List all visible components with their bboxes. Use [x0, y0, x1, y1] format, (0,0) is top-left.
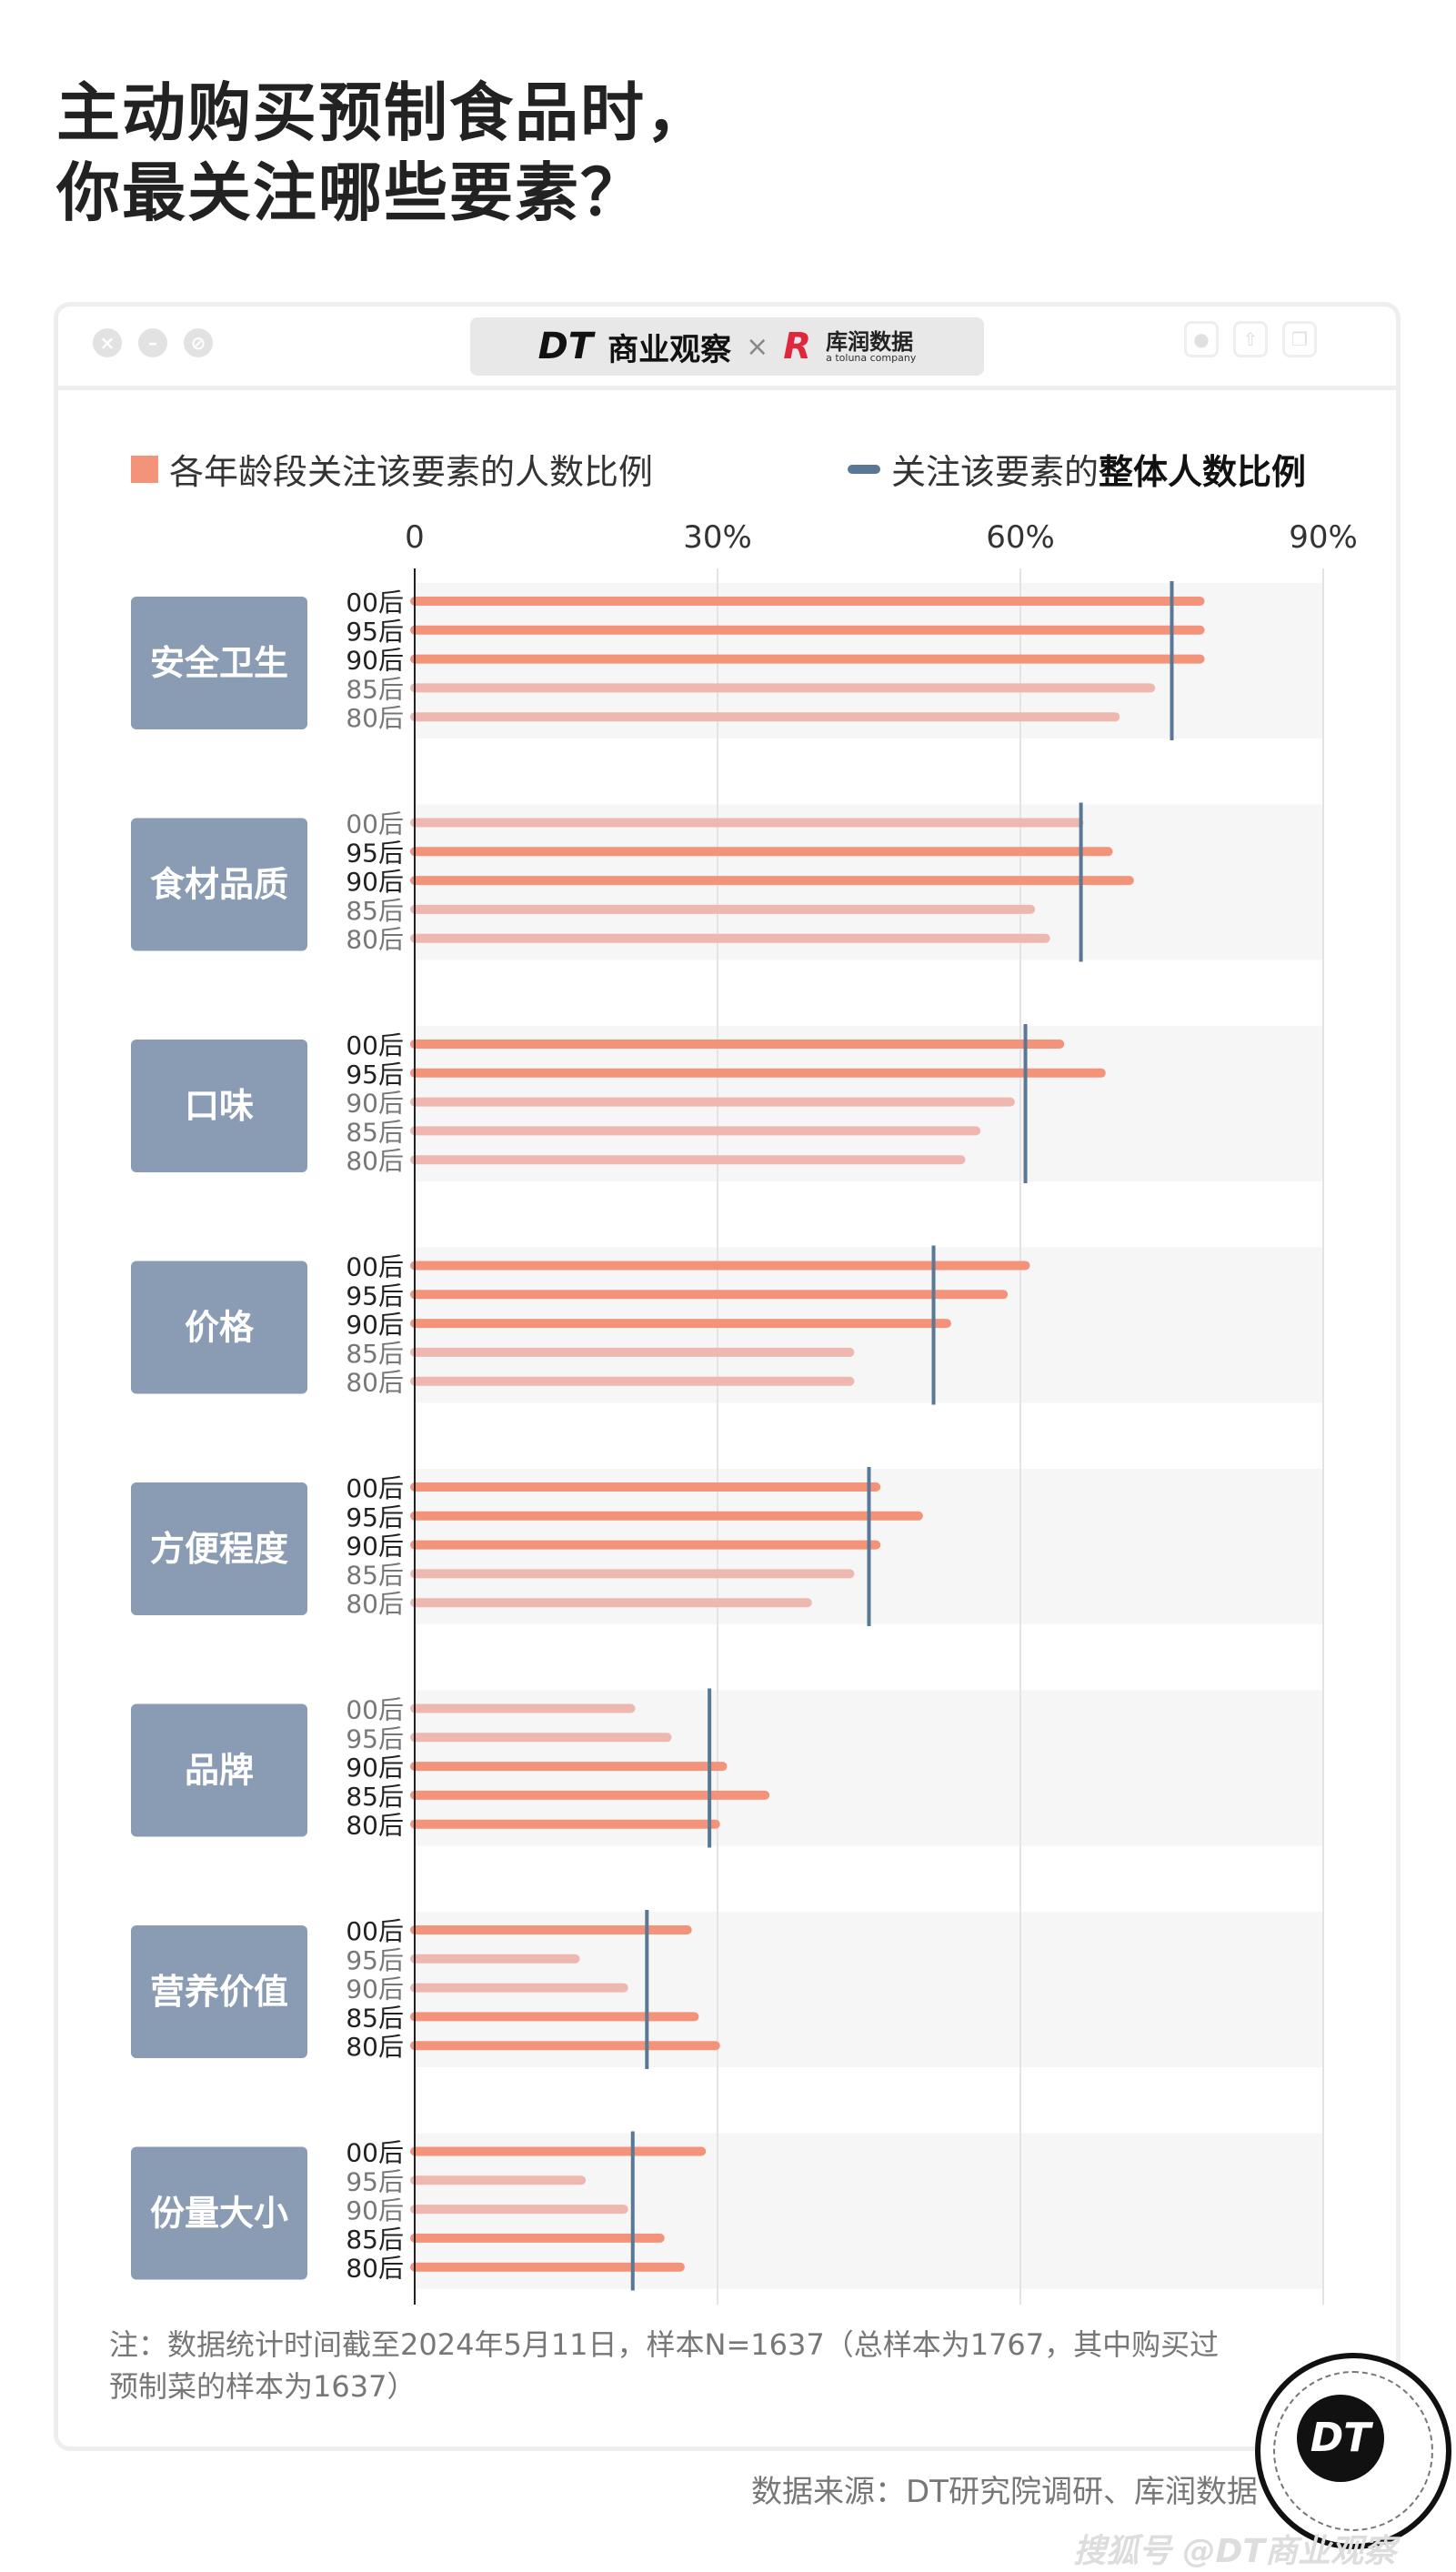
minimize-icon: –: [138, 328, 167, 357]
legend-bars-label: 各年龄段关注该要素的人数比例: [169, 452, 654, 492]
age-label: 95后: [346, 617, 404, 647]
age-label: 90后: [346, 1753, 404, 1783]
watermark: 搜狐号 @DT商业观察: [1073, 2533, 1396, 2570]
x-tick-label: 60%: [986, 519, 1055, 556]
stamp-logo: DT: [1297, 2395, 1384, 2482]
category-box: [131, 1040, 307, 1172]
age-label: 95后: [346, 1945, 404, 1975]
category-label: 份量大小: [150, 2194, 288, 2234]
category-label: 食材品质: [150, 865, 288, 905]
age-label: 90后: [346, 1974, 404, 2004]
copy-icon: ❐: [1282, 321, 1317, 357]
age-label: 85后: [346, 1117, 404, 1147]
category-box: [131, 597, 307, 729]
close-icon: ×: [93, 328, 122, 357]
block-icon: ⊘: [184, 328, 213, 357]
partner-logo: R: [783, 326, 812, 367]
age-label: 85后: [346, 1782, 404, 1812]
age-label: 00后: [346, 2138, 404, 2168]
category-box: [131, 1925, 307, 2058]
category-label: 方便程度: [150, 1529, 288, 1569]
category-label: 口味: [185, 1086, 254, 1126]
times-icon: ×: [746, 330, 769, 363]
age-label: 90后: [346, 1532, 404, 1562]
category-label: 营养价值: [150, 1972, 288, 2012]
x-tick-label: 0: [405, 519, 425, 556]
dt-name: 商业观察: [608, 331, 732, 368]
category-label: 品牌: [185, 1751, 254, 1791]
age-label: 00后: [346, 809, 404, 839]
age-label: 90后: [346, 2195, 404, 2225]
legend-bar-swatch: [131, 455, 158, 483]
age-label: 80后: [346, 925, 404, 955]
age-label: 00后: [346, 1252, 404, 1282]
title-line-1: 主动购买预制食品时，: [56, 75, 711, 150]
legend-line-prefix: 关注该要素的: [891, 452, 1100, 492]
dt-logo: DT: [537, 326, 594, 367]
partner-name: 库润数据: [826, 328, 914, 355]
dt-stamp: DT: [1255, 2353, 1451, 2549]
age-label: 90后: [346, 867, 404, 897]
age-label: 00后: [346, 588, 404, 618]
data-source: 数据来源：DT研究院调研、库润数据: [751, 2474, 1258, 2510]
age-label: 95后: [346, 1723, 404, 1753]
page-title: 主动购买预制食品时， 你最关注哪些要素？: [56, 73, 711, 233]
category-box: [131, 2146, 307, 2280]
age-label: 90后: [346, 1089, 404, 1119]
category-label: 安全卫生: [150, 643, 288, 683]
age-label: 85后: [346, 1339, 404, 1369]
window-bar: × – ⊘ DT 商业观察 × R 库润数据 a toluna company ●…: [58, 306, 1396, 390]
legend-line: 关注该要素的整体人数比例: [848, 444, 1306, 494]
age-label: 85后: [346, 2225, 404, 2255]
category-box: [131, 1703, 307, 1837]
age-label: 00后: [346, 1473, 404, 1503]
age-label: 80后: [346, 2032, 404, 2062]
category-box: [131, 818, 307, 951]
age-label: 80后: [346, 1589, 404, 1619]
age-label: 95后: [346, 1060, 404, 1090]
age-label: 85后: [346, 2003, 404, 2033]
age-label: 85后: [346, 896, 404, 926]
x-tick-label: 90%: [1289, 519, 1358, 556]
age-label: 00后: [346, 1916, 404, 1946]
age-label: 80后: [346, 703, 404, 733]
age-label: 80后: [346, 1368, 404, 1398]
record-icon: ●: [1184, 321, 1219, 357]
age-label: 85后: [346, 674, 404, 704]
age-label: 80后: [346, 2254, 404, 2284]
title-line-2: 你最关注哪些要素？: [56, 156, 646, 230]
brand-logos: DT 商业观察 × R 库润数据 a toluna company: [470, 317, 984, 376]
age-label: 95后: [346, 838, 404, 868]
age-label: 00后: [346, 1695, 404, 1725]
age-label: 90后: [346, 646, 404, 676]
footnote: 注：数据统计时间截至2024年5月11日，样本N=1637（总样本为1767，其…: [109, 2327, 1220, 2404]
legend-bars: 各年龄段关注该要素的人数比例: [131, 444, 653, 494]
category-label: 价格: [185, 1308, 255, 1348]
age-label: 00后: [346, 1030, 404, 1060]
share-icon: ⇧: [1233, 321, 1268, 357]
age-label: 90后: [346, 1310, 404, 1340]
legend-line-bold: 整体人数比例: [1099, 452, 1307, 492]
category-box: [131, 1482, 307, 1615]
category-box: [131, 1261, 307, 1394]
age-label: 95后: [346, 1502, 404, 1532]
partner-tagline: a toluna company: [826, 351, 917, 364]
legend-line-swatch: [848, 464, 880, 474]
age-label: 95后: [346, 2166, 404, 2196]
age-label: 85后: [346, 1560, 404, 1590]
x-tick-label: 30%: [683, 519, 752, 556]
age-label: 95后: [346, 1281, 404, 1311]
age-label: 80后: [346, 1811, 404, 1841]
age-label: 80后: [346, 1146, 404, 1176]
